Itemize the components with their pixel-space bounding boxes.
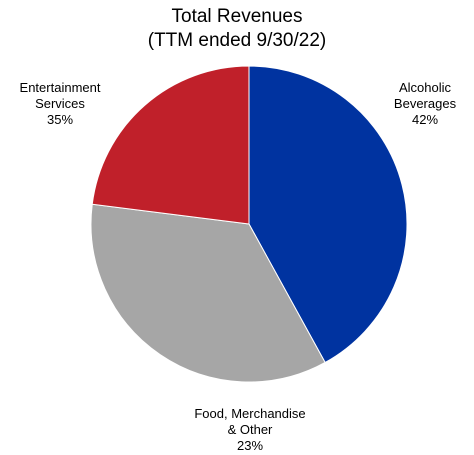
- chart-title: Total Revenues (TTM ended 9/30/22): [0, 5, 474, 53]
- slice-label-line: Services: [35, 96, 85, 111]
- slice-label-alcoholic-beverages: Alcoholic Beverages 42%: [370, 80, 474, 128]
- slice-percent: 35%: [46, 112, 74, 127]
- slice-label-line: Food, Merchandise: [194, 406, 306, 421]
- pie-slice-2: [91, 65, 250, 225]
- slice-percent: 42%: [411, 112, 439, 127]
- slice-label-line: & Other: [227, 422, 273, 437]
- chart-title-line: Total Revenues: [171, 6, 303, 27]
- slice-label-line: Beverages: [393, 96, 457, 111]
- slice-label-food-merchandise-other: Food, Merchandise & Other 23%: [175, 406, 325, 454]
- slice-label-line: Alcoholic: [398, 80, 452, 95]
- slice-percent: 23%: [236, 438, 264, 453]
- pie-slice-1: [90, 203, 326, 383]
- slice-label-line: Entertainment: [19, 80, 101, 95]
- slice-label-entertainment-services: Entertainment Services 35%: [5, 80, 115, 128]
- pie-slice-0: [248, 65, 408, 364]
- chart-subtitle-line: (TTM ended 9/30/22): [147, 30, 327, 51]
